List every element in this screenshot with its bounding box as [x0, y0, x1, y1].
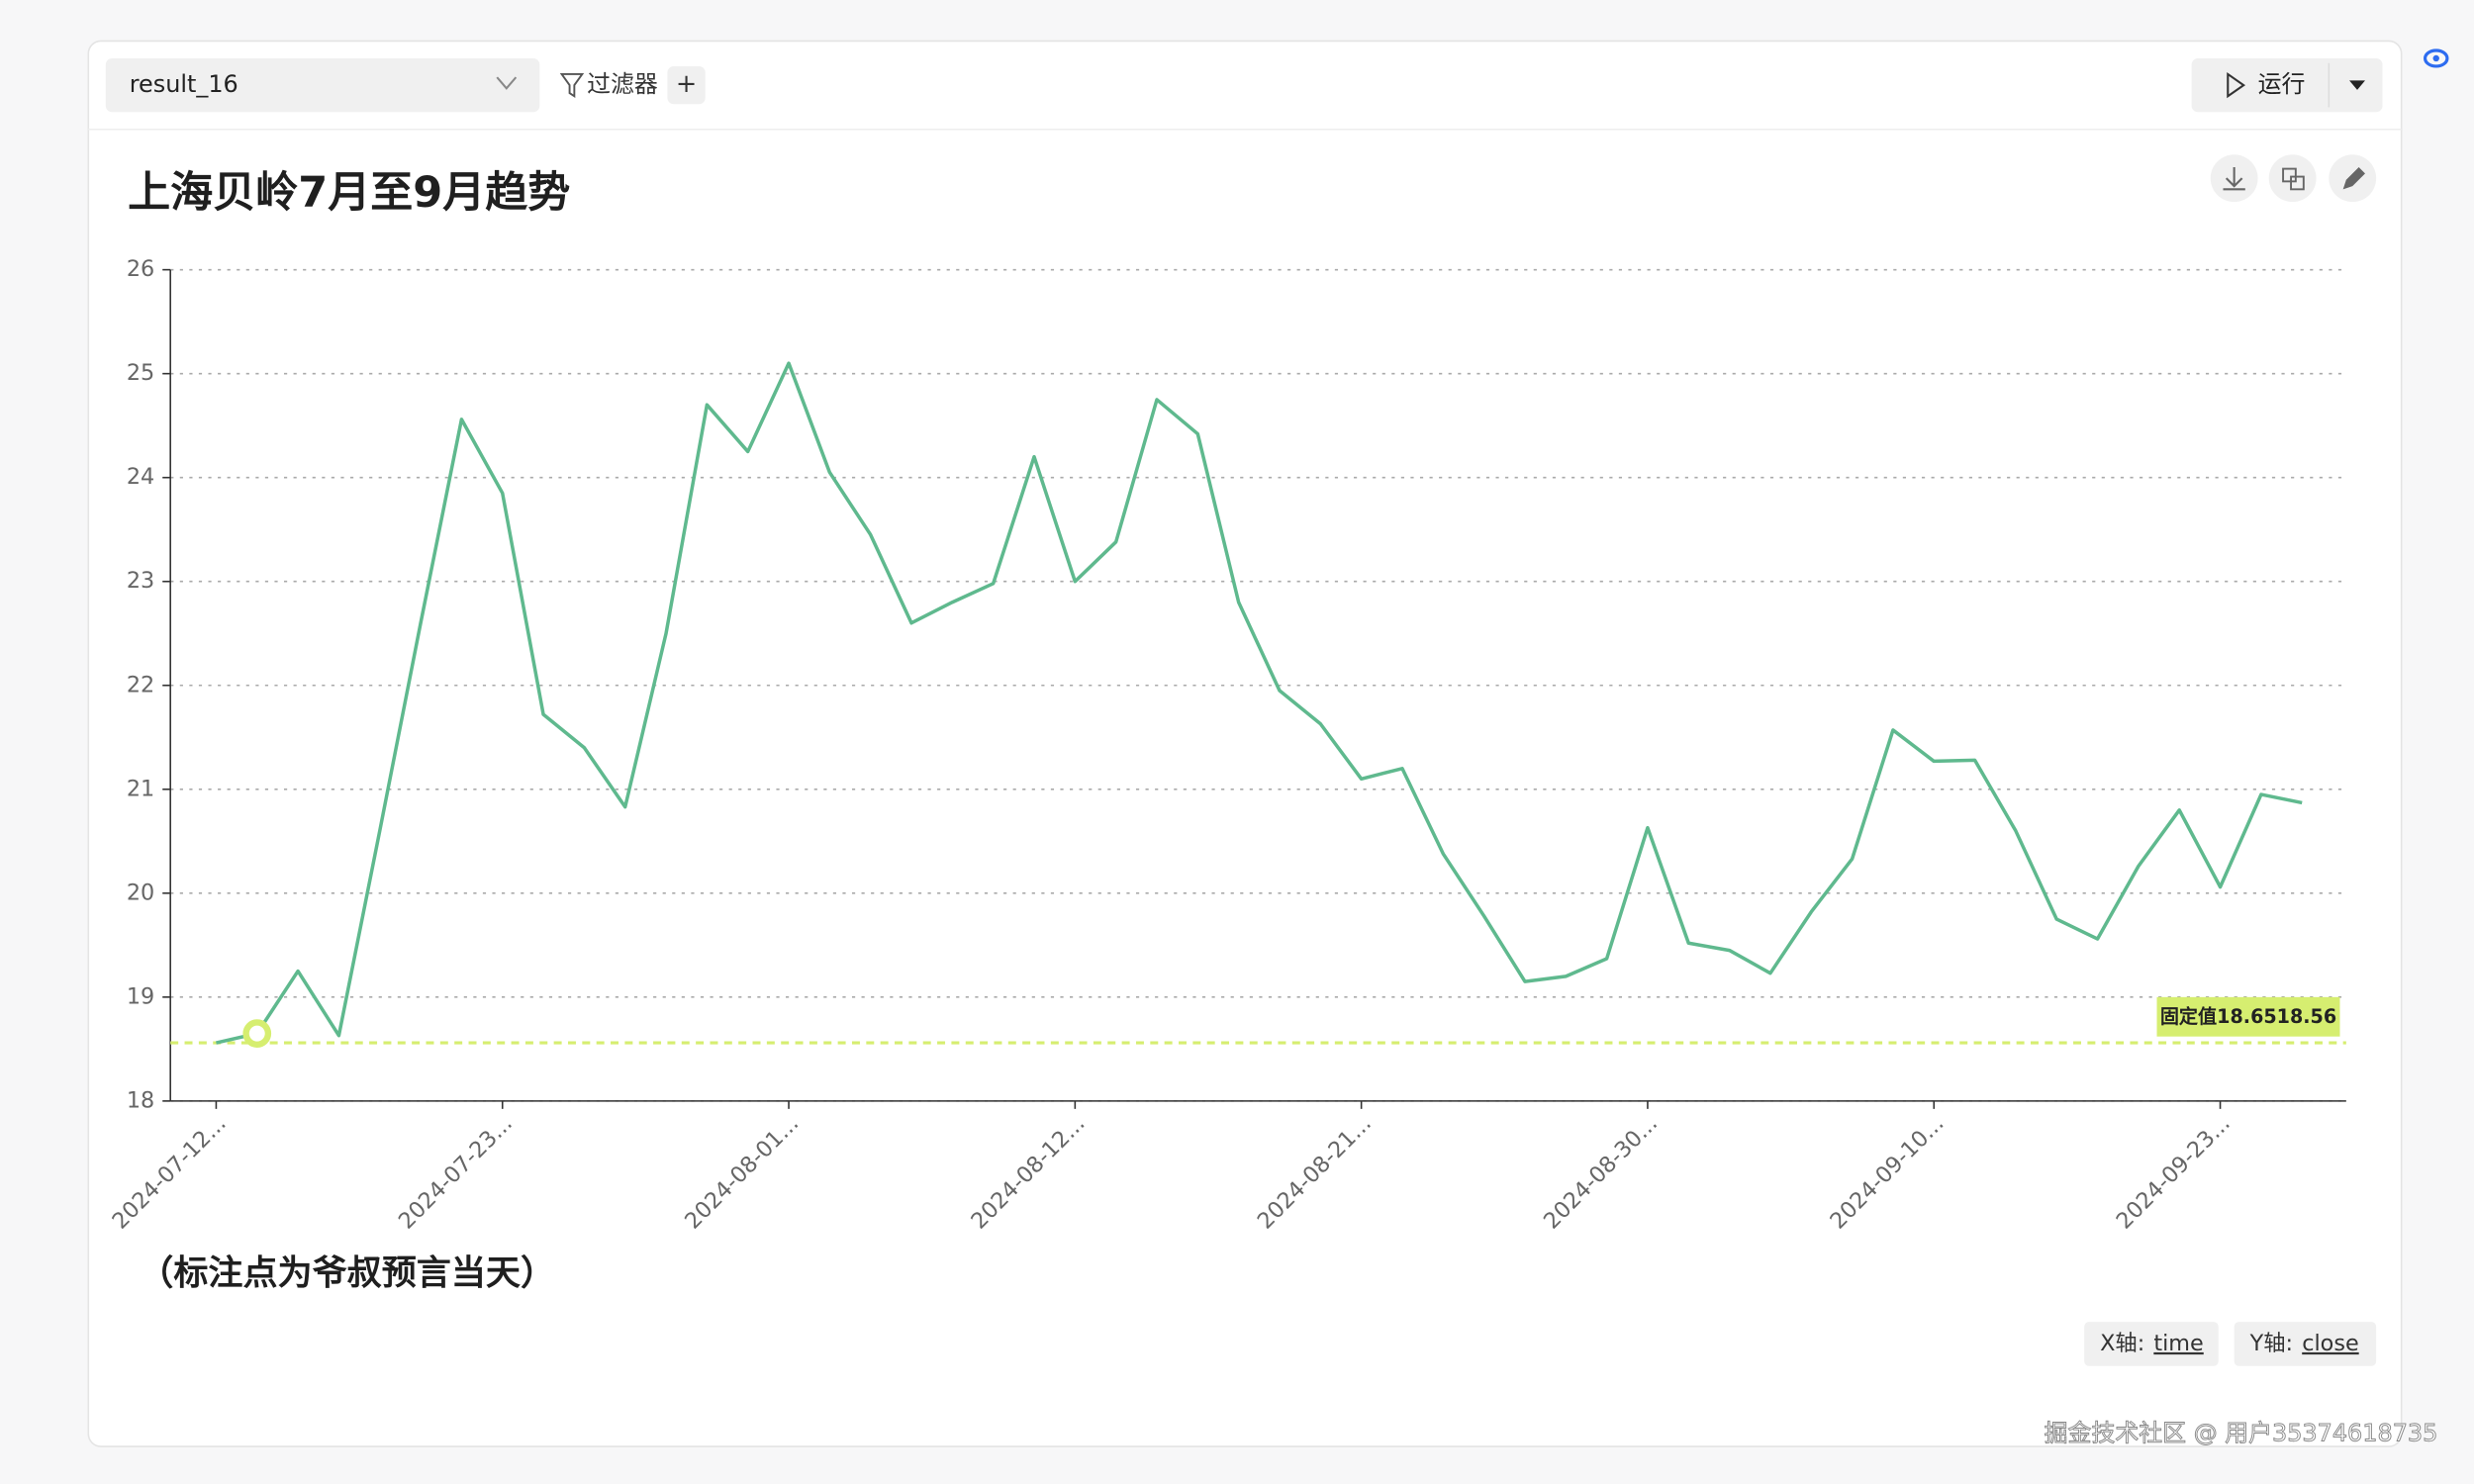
y-axis-chip[interactable]	[2234, 1322, 2377, 1366]
dataset-name: result_16	[130, 70, 238, 98]
y-tick-label: 20	[127, 880, 154, 905]
y-tick-label: 18	[127, 1087, 154, 1113]
add-filter-label[interactable]: +	[676, 69, 697, 99]
chevron	[496, 76, 518, 90]
run-label[interactable]: 运行	[2258, 70, 2306, 98]
reference-label: 固定值18.6518.56	[2160, 1005, 2336, 1028]
watermark: 掘金技术社区 @ 用户35374618735	[2045, 1419, 2438, 1446]
filter-label[interactable]: 过滤器	[587, 70, 658, 98]
download-icon	[2223, 167, 2245, 191]
y-tick-label: 21	[127, 776, 154, 801]
run-dropdown[interactable]	[2349, 80, 2365, 90]
eye-icon[interactable]	[2423, 48, 2449, 68]
reference-label-bg	[2156, 996, 2340, 1037]
add-filter-button[interactable]	[667, 65, 706, 105]
switch-icon	[2290, 175, 2305, 191]
marked-point	[242, 1019, 272, 1048]
y-tick-label: 24	[127, 464, 154, 490]
switch-icon	[2282, 167, 2297, 183]
filter-icon[interactable]	[559, 72, 585, 99]
dataset-select[interactable]	[105, 57, 540, 113]
edit-icon	[2342, 167, 2365, 190]
x-axis-label: X轴:	[2100, 1331, 2144, 1356]
y-tick-label: 22	[127, 672, 154, 697]
y-tick-label: 25	[127, 360, 154, 386]
card	[87, 40, 2403, 1447]
run-button[interactable]	[2191, 57, 2383, 113]
run-icon	[2227, 71, 2246, 99]
y-tick-label: 19	[127, 983, 154, 1009]
y-axis-label: Y轴:	[2249, 1331, 2293, 1356]
switch-button[interactable]	[2268, 154, 2317, 203]
y-tick-label: 23	[127, 568, 154, 594]
line	[216, 361, 2303, 1045]
x-axis-field[interactable]: time	[2153, 1331, 2203, 1356]
y-tick-label: 26	[127, 256, 154, 282]
chart-note: （标注点为爷叔预言当天）	[139, 1252, 555, 1293]
y-axis-field[interactable]: close	[2302, 1331, 2358, 1356]
chart-title: 上海贝岭7月至9月趋势	[128, 168, 570, 218]
x-axis-chip[interactable]	[2084, 1322, 2219, 1366]
